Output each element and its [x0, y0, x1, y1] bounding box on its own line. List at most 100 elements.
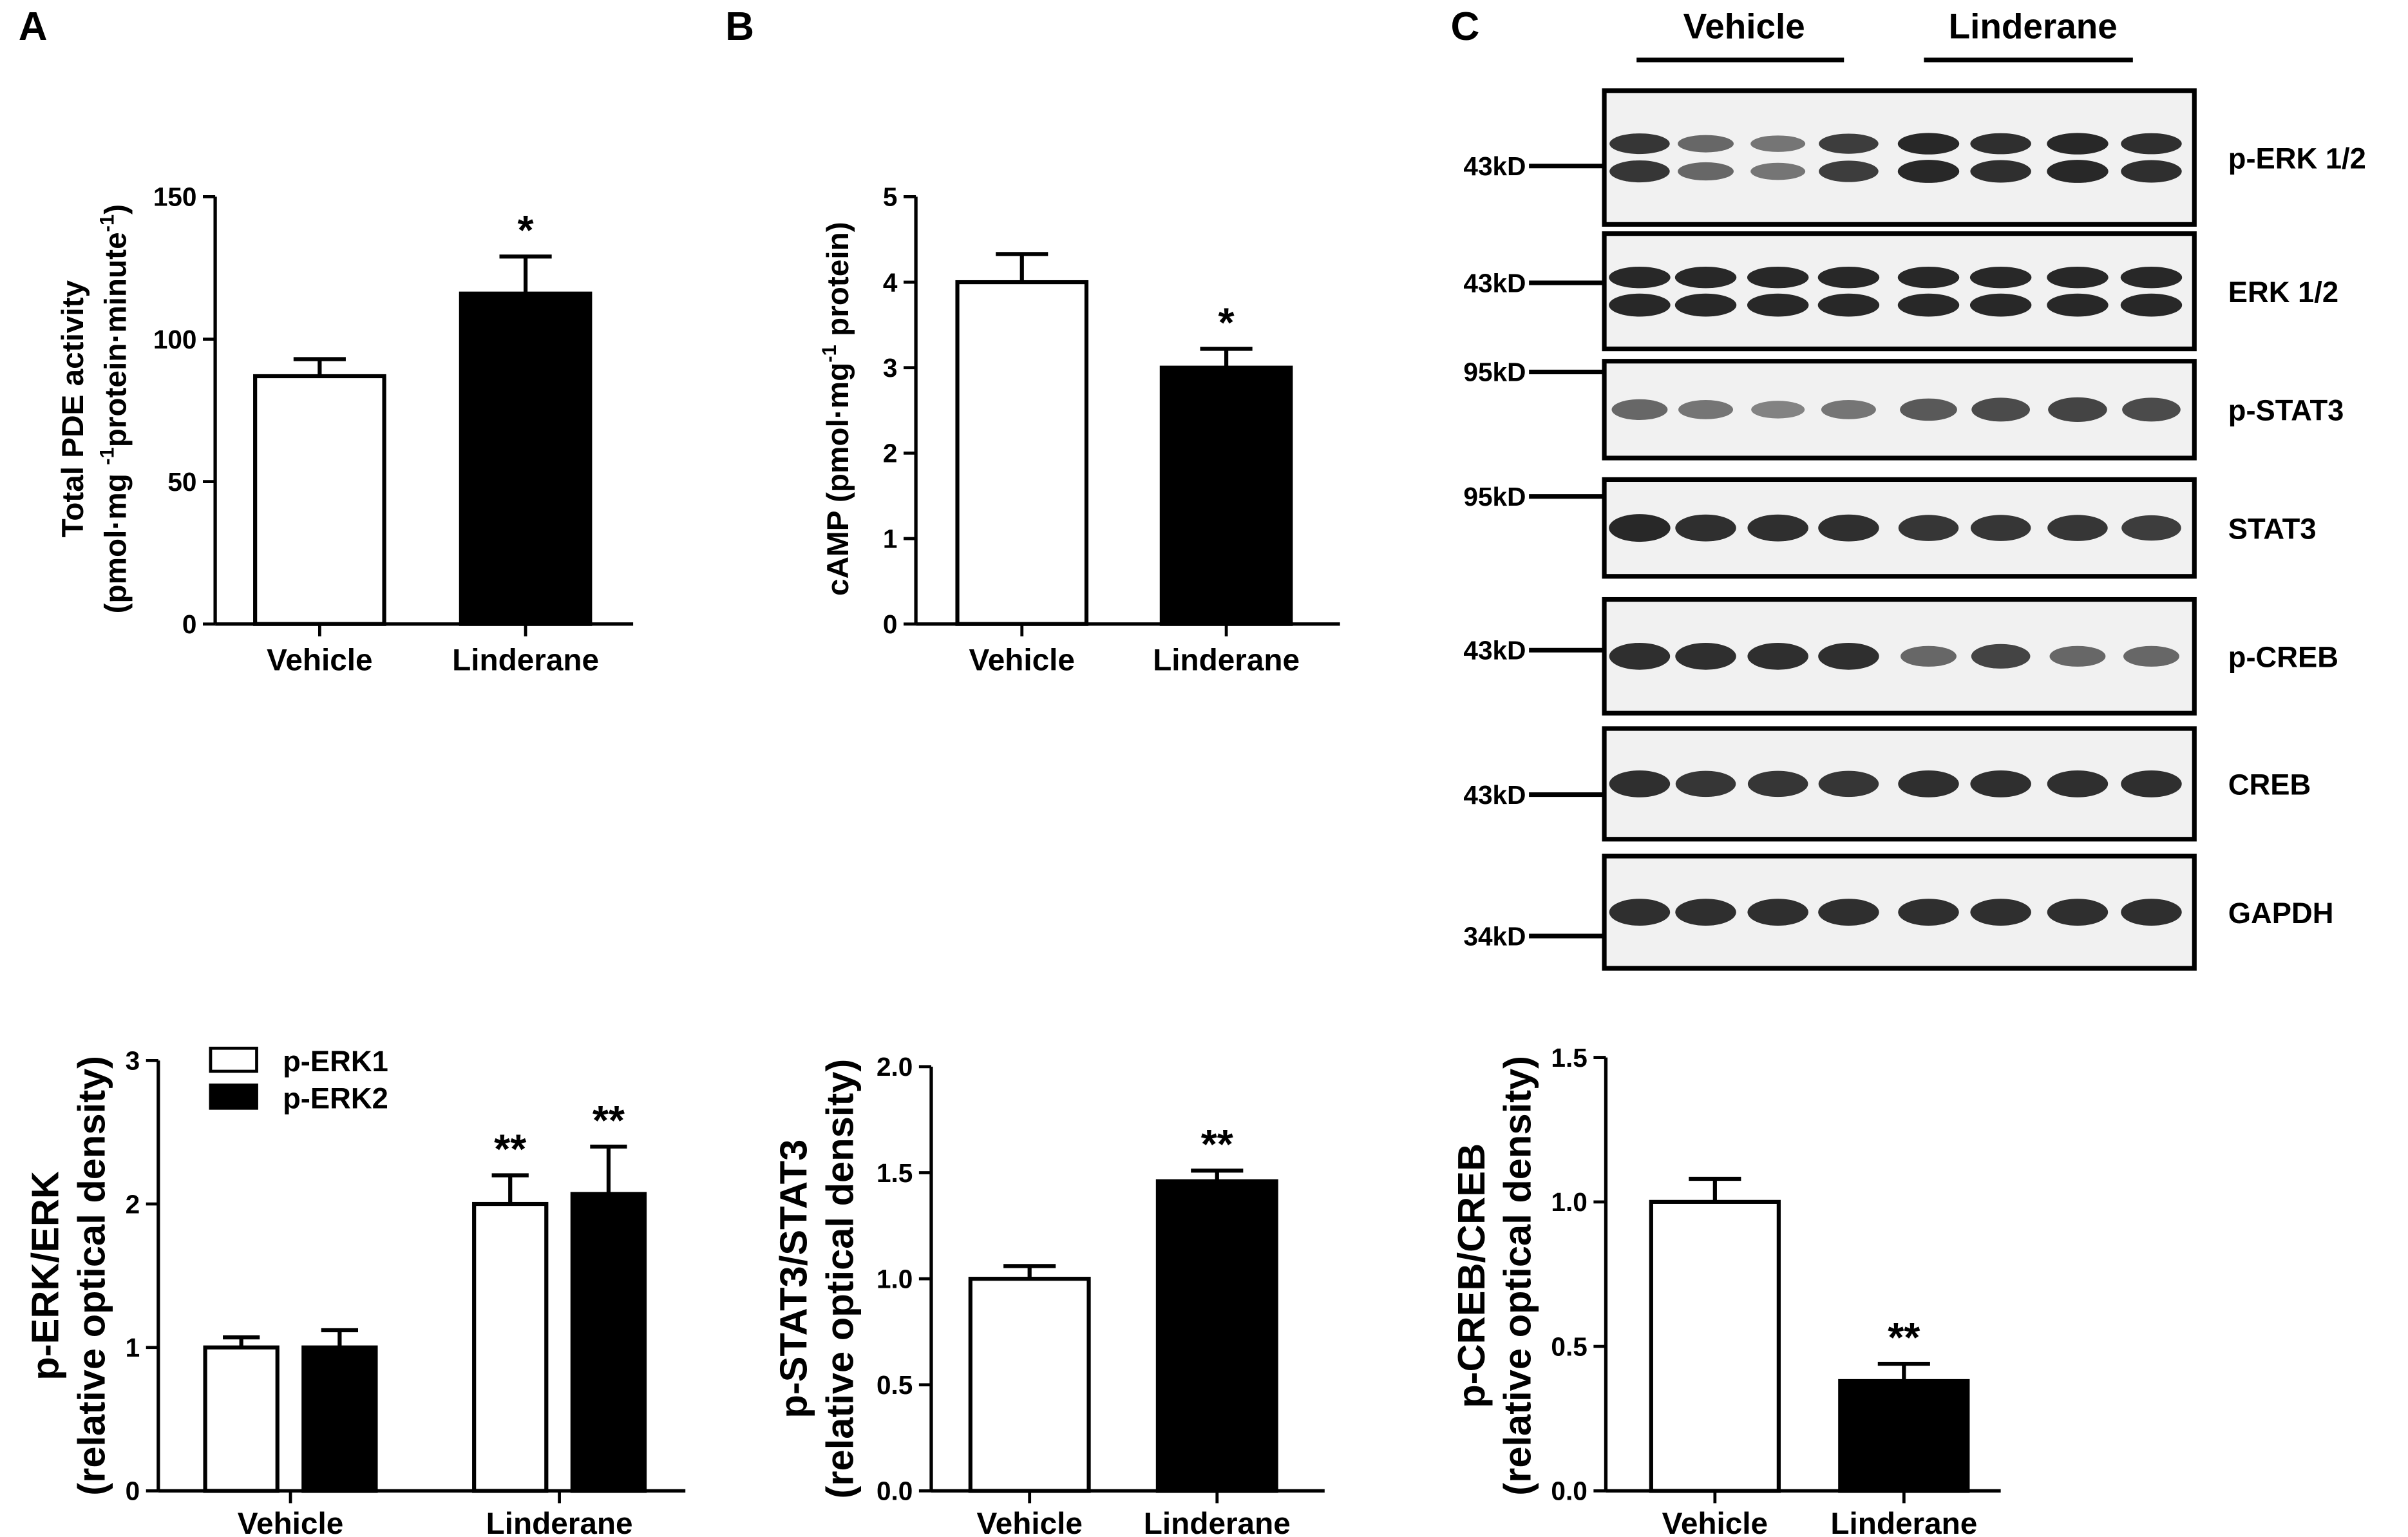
blot-group-vehicle: Vehicle: [1636, 6, 1844, 62]
pcreb-ytick-label: 0.0: [1551, 1476, 1587, 1506]
legend-label-perk1: p-ERK1: [283, 1045, 388, 1078]
pstat3-ylabel-line1: p-STAT3/STAT3: [772, 1140, 815, 1418]
camp-ytick-label: 5: [883, 182, 898, 212]
camp-ylabel: cAMP (pmol·mg-1 protein): [818, 222, 855, 596]
camp-ytick-label: 2: [883, 439, 898, 468]
blot-band: [1675, 514, 1736, 542]
pcreb-bar: [1838, 1379, 1970, 1493]
blot-band: [1970, 160, 2031, 183]
chart-pcreb: p-CREB/CREB (relative optical density) 0…: [1450, 1043, 2001, 1537]
blot-band: [1970, 899, 2031, 926]
blot-band: [1818, 770, 1879, 797]
blot-row-label: p-CREB: [2228, 641, 2338, 674]
blot-band: [1675, 642, 1736, 670]
pde-ytick-label: 100: [153, 325, 197, 354]
blot-band: [2047, 770, 2109, 797]
blot-band: [2121, 133, 2182, 155]
blot-band: [1969, 266, 2032, 289]
blot-band: [2047, 266, 2109, 289]
blot-row: 34kD GAPDH: [1463, 854, 2334, 971]
pcreb-plot: 0.0 0.5 1.0 1.5 Vehicle Linderane **: [1551, 1043, 2001, 1537]
blot-band: [1898, 899, 1959, 926]
chart-pstat3: p-STAT3/STAT3 (relative optical density)…: [772, 1052, 1325, 1537]
blot-band: [1818, 514, 1879, 542]
blot-row: 95kD p-STAT3: [1463, 358, 2344, 461]
blot-band: [1817, 293, 1880, 317]
camp-bar: [955, 280, 1089, 626]
camp-plot: 0 1 2 3 4 5 Vehicle Linderane *: [883, 182, 1340, 677]
blot-panel: [1602, 88, 2197, 227]
camp-ytick-label: 1: [883, 524, 898, 553]
perk-ytick-label: 2: [126, 1189, 140, 1219]
blot-band: [1747, 293, 1809, 317]
pstat3-ylabel-line2: (relative optical density): [818, 1059, 861, 1499]
pcreb-ylabel-line2: (relative optical density): [1496, 1056, 1539, 1496]
camp-category-label: Linderane: [1153, 643, 1300, 677]
blot-band: [1897, 293, 1960, 317]
mw-marker-label: 34kD: [1463, 921, 1526, 951]
blot-band: [1819, 160, 1879, 182]
legend-swatch-perk1: [209, 1046, 258, 1073]
blot-panel: [1602, 231, 2197, 352]
blot-band: [2120, 293, 2183, 317]
blot-band: [1970, 515, 2031, 541]
pstat3-bar: [968, 1277, 1091, 1493]
pde-category-label: Vehicle: [267, 643, 372, 677]
blot-band: [1819, 133, 1879, 154]
blot-band: [1609, 293, 1671, 317]
blot-row-label: CREB: [2228, 769, 2311, 801]
blot-row-label: GAPDH: [2228, 897, 2334, 930]
perk-category-label: Linderane: [486, 1507, 633, 1537]
blot-band: [2122, 397, 2181, 422]
blot-band: [1675, 770, 1736, 797]
blot-band: [1970, 133, 2031, 155]
blot-band: [1609, 160, 1670, 183]
blot-band: [1674, 293, 1737, 317]
blot-band: [1750, 162, 1806, 180]
legend-swatch-perk2: [209, 1084, 258, 1110]
blot-row-label: p-ERK 1/2: [2228, 142, 2366, 175]
pcreb-category-label: Vehicle: [1662, 1507, 1768, 1537]
blot-group-label-linderane: Linderane: [1949, 6, 2118, 46]
blot-band: [1969, 293, 2032, 317]
perk-ylabel-line2: (relative optical density): [70, 1056, 113, 1496]
pstat3-ytick-label: 2.0: [877, 1052, 913, 1082]
blot-row: 95kD STAT3: [1463, 477, 2317, 579]
mw-marker-label: 43kD: [1463, 151, 1526, 181]
blot-band: [1897, 160, 1960, 183]
western-blot: Vehicle Linderane 43kD p-ERK 1/2 43kD ERK 1…: [1463, 6, 2366, 971]
perk-ytick-label: 0: [126, 1476, 140, 1506]
blot-band: [1818, 899, 1879, 926]
perk-plot: 0 1 2 3 Vehicle Linderane ** **: [126, 1046, 686, 1537]
blot-row: 43kD ERK 1/2: [1463, 231, 2338, 352]
pde-ytick-label: 0: [182, 609, 197, 639]
perk-significance-label: **: [593, 1097, 625, 1143]
pcreb-ytick-label: 0.5: [1551, 1332, 1587, 1361]
blot-row: 43kD p-ERK 1/2: [1463, 88, 2366, 227]
pcreb-ylabel-line1: p-CREB/CREB: [1450, 1143, 1493, 1408]
blot-band: [2048, 397, 2107, 422]
blot-row: 43kD CREB: [1463, 726, 2311, 842]
pstat3-bar: [1155, 1179, 1278, 1493]
blot-band: [1678, 135, 1734, 153]
pstat3-ytick-label: 1.5: [877, 1158, 913, 1188]
pde-ylabel-line1: Total PDE activity: [56, 280, 90, 538]
camp-ytick-label: 4: [883, 267, 898, 297]
camp-ytick-label: 3: [883, 353, 898, 383]
pde-ytick-label: 50: [167, 467, 196, 497]
perk-ytick-label: 3: [126, 1046, 140, 1076]
blot-band: [1675, 899, 1736, 926]
panel-letter-c: C: [1450, 5, 1479, 49]
mw-marker-label: 43kD: [1463, 780, 1526, 810]
chart-camp: cAMP (pmol·mg-1 protein) 0 1 2 3 4 5 Vehicle Li…: [818, 182, 1340, 677]
mw-marker-label: 43kD: [1463, 268, 1526, 298]
blot-band: [2121, 899, 2182, 926]
perk-bar: [570, 1192, 647, 1493]
blot-band: [1751, 401, 1805, 419]
chart-pde: Total PDE activity (pmol·mg -1protein·mi…: [56, 182, 634, 677]
pcreb-category-label: Linderane: [1830, 1507, 1977, 1537]
blot-row-label: p-STAT3: [2228, 394, 2344, 427]
blot-band: [1674, 266, 1737, 289]
blot-band: [1900, 398, 1957, 421]
